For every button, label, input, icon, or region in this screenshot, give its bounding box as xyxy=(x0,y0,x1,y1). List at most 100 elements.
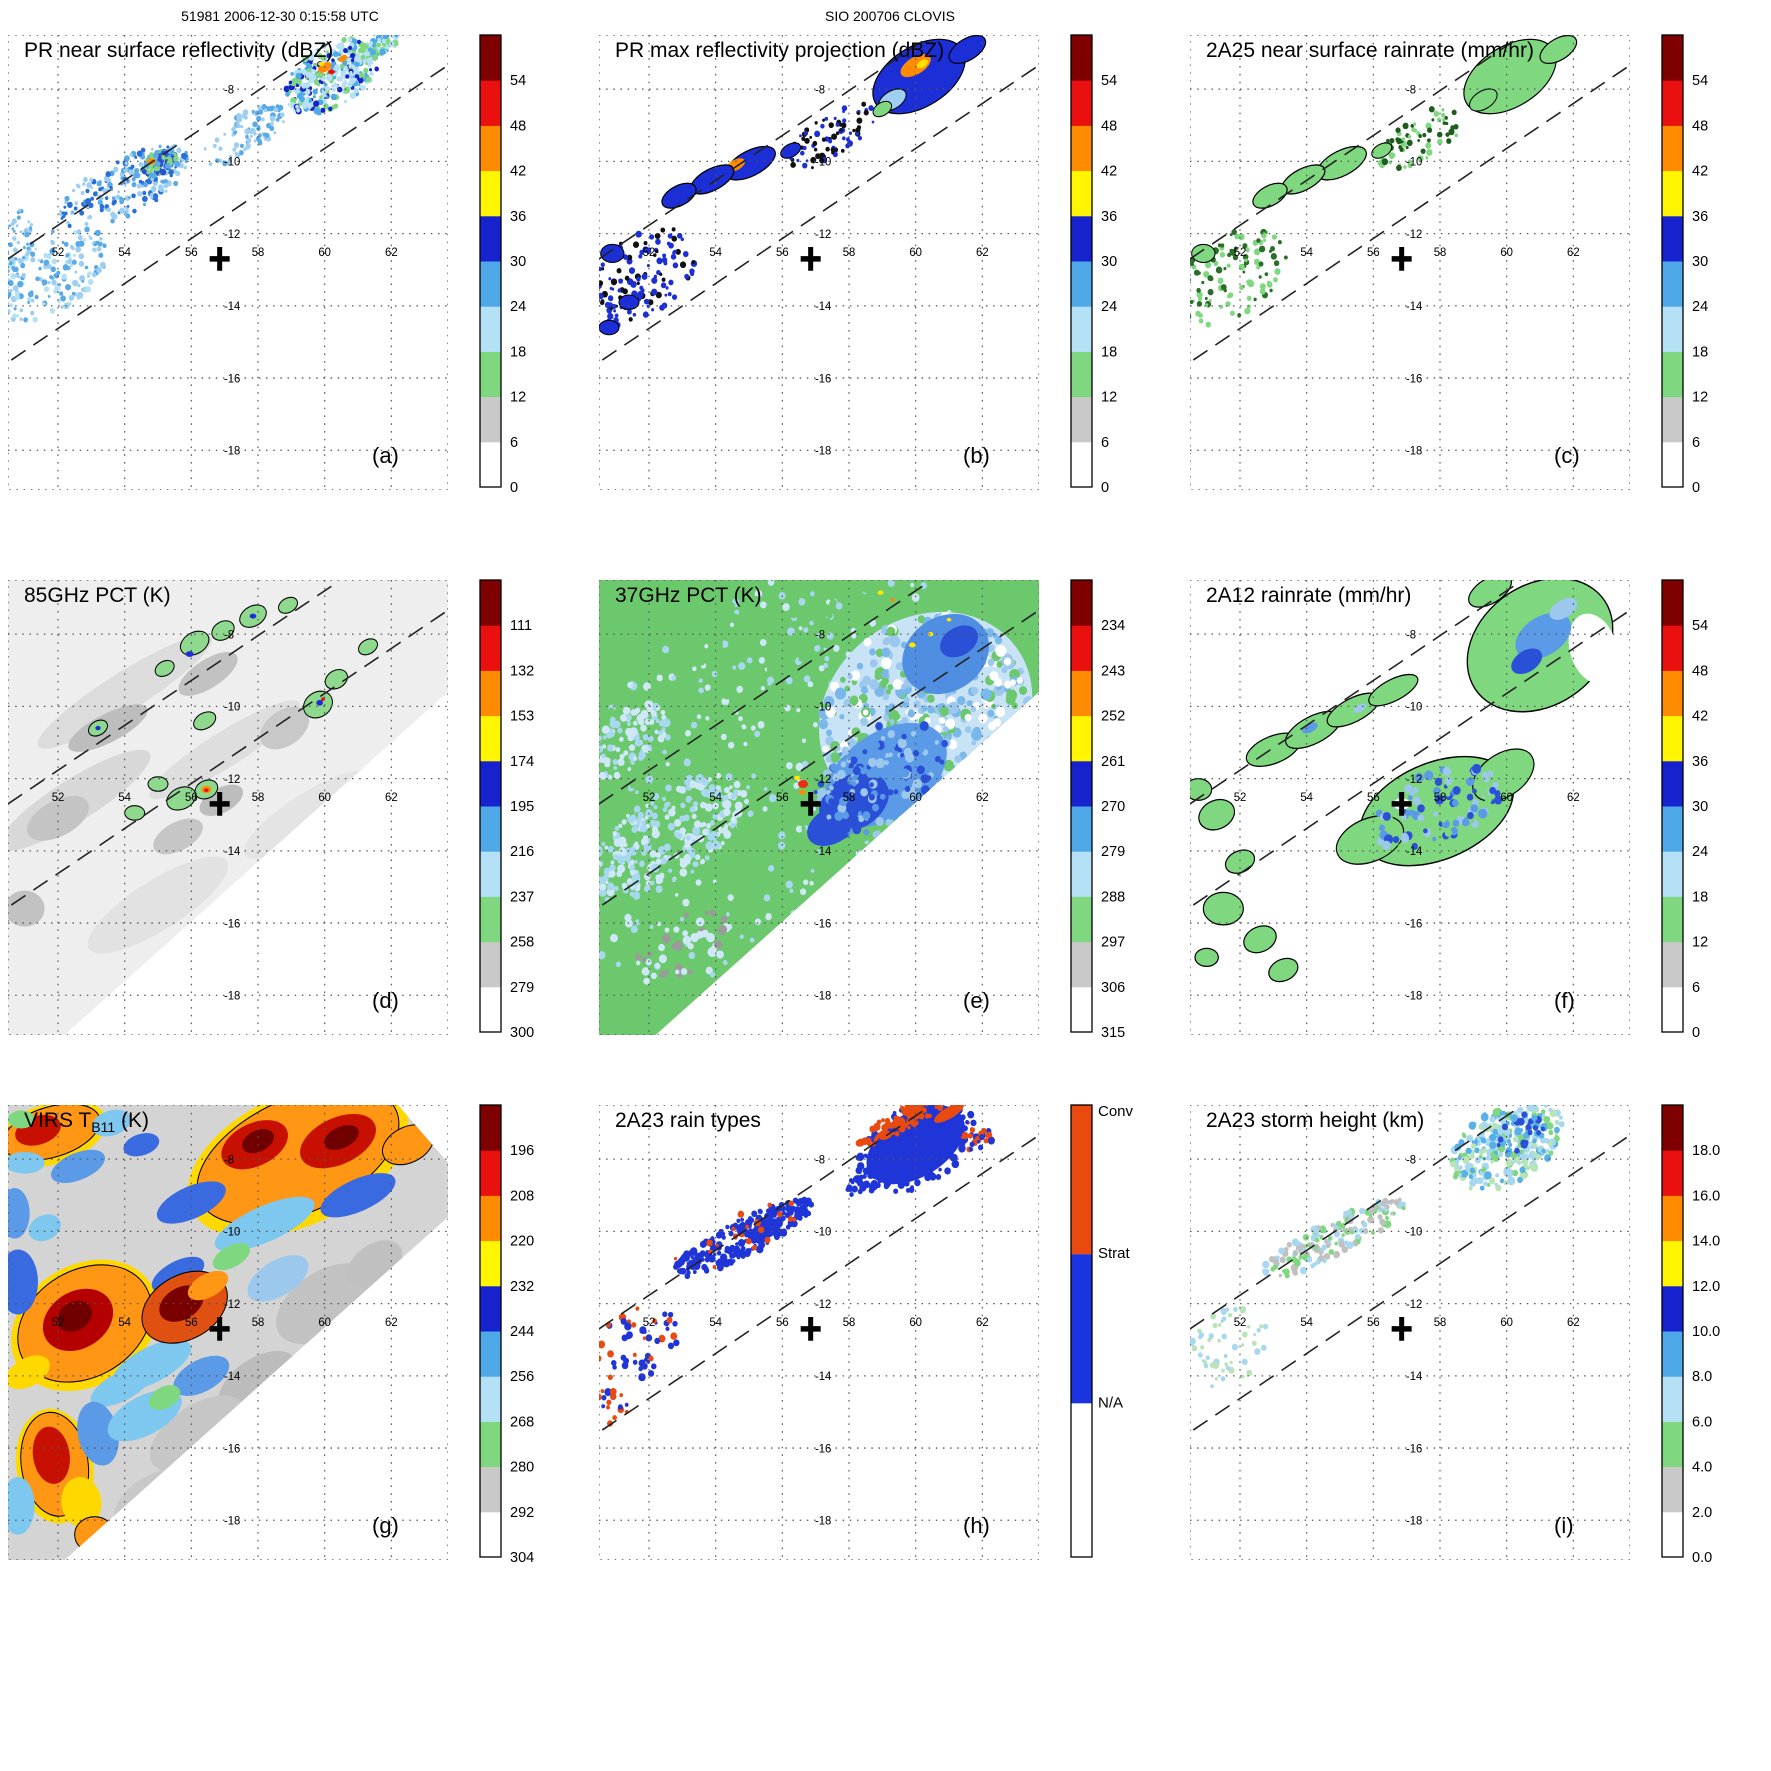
panel-h: 2A23 rain types 52 54 56 58 60 62 -8 -10 -12 -14 -… xyxy=(591,1103,1182,1635)
svg-text:-14: -14 xyxy=(815,844,832,859)
svg-text:62: 62 xyxy=(976,790,989,805)
panel-letter: (g) xyxy=(372,1513,399,1538)
svg-text:Conv: Conv xyxy=(1098,1103,1134,1120)
svg-text:258: 258 xyxy=(510,935,534,951)
svg-text:-18: -18 xyxy=(815,443,832,458)
svg-text:18: 18 xyxy=(1101,344,1117,360)
svg-text:196: 196 xyxy=(510,1143,534,1159)
svg-text:30: 30 xyxy=(1692,254,1708,270)
svg-text:12: 12 xyxy=(510,390,526,406)
svg-text:0: 0 xyxy=(510,480,518,496)
svg-text:56: 56 xyxy=(185,790,198,805)
graticule xyxy=(8,1105,448,1560)
panel-letter: (h) xyxy=(963,1513,990,1538)
svg-text:36: 36 xyxy=(1101,209,1117,225)
svg-text:52: 52 xyxy=(643,1315,656,1330)
panel-map: 52 54 56 58 60 62 -8 -10 -12 -14 -16 -18 xyxy=(599,580,1039,1035)
svg-text:56: 56 xyxy=(185,245,198,260)
svg-text:256: 256 xyxy=(510,1369,534,1385)
svg-text:58: 58 xyxy=(1434,790,1447,805)
svg-text:62: 62 xyxy=(1567,790,1580,805)
svg-text:234: 234 xyxy=(1101,618,1125,634)
svg-text:54: 54 xyxy=(118,245,131,260)
panel-f: 2A12 rainrate (m​m/hr) 525456586062-8-10… xyxy=(1182,579,1771,1110)
center-plus-marker xyxy=(209,246,230,271)
svg-text:54: 54 xyxy=(1692,618,1708,634)
svg-text:52: 52 xyxy=(643,790,656,805)
svg-text:24: 24 xyxy=(1692,299,1708,315)
colorbar-svg: 0.02.04.06.08.010.012.014.016.018.0 xyxy=(1661,1104,1720,1566)
panel-colorbar: 315 306 297 288 279 270 261 252 243 234 xyxy=(1069,574,1169,1042)
svg-text:-10: -10 xyxy=(1406,699,1423,714)
graticule xyxy=(1190,580,1630,1035)
panel-colorbar: 304 292 280 268 256 244 232 220 208 196 xyxy=(478,1099,578,1567)
svg-text:297: 297 xyxy=(1101,935,1125,951)
svg-text:24: 24 xyxy=(1101,299,1117,315)
svg-text:54: 54 xyxy=(1101,73,1117,89)
svg-text:52: 52 xyxy=(1234,245,1247,260)
svg-text:58: 58 xyxy=(843,790,856,805)
svg-text:-8: -8 xyxy=(224,627,234,642)
map-svg: 52 54 56 58 60 62 -8 -10 -12 -14 -16 -18 xyxy=(8,1105,448,1560)
map-svg: 52 54 56 58 60 62 -8 -10 -12 -14 -16 -18 xyxy=(599,580,1039,1035)
svg-text:-8: -8 xyxy=(224,1152,234,1167)
svg-text:315: 315 xyxy=(1101,1025,1125,1041)
svg-text:42: 42 xyxy=(510,164,526,180)
panel-map: 52 54 56 58 60 62 -8 -10 -12 -14 -16 -18 xyxy=(8,1105,448,1560)
panel-title: 2A23 storm height (km) xyxy=(1206,1109,1425,1132)
graticule-labels: 52 54 56 58 60 62 -8 -10 -12 -14 -16 -18 xyxy=(1234,627,1580,1003)
svg-text:Strat: Strat xyxy=(1098,1245,1131,1262)
panel-letter: (c) xyxy=(1554,443,1580,468)
map-svg: 52 54 56 58 60 62 -8 -10 -12 -14 -16 -18 xyxy=(599,1105,1039,1560)
svg-text:48: 48 xyxy=(1692,118,1708,134)
graticule-labels: 52 54 56 58 60 62 -8 -10 -12 -14 -16 -18 xyxy=(52,82,398,458)
data-features xyxy=(1190,35,1578,328)
svg-text:18: 18 xyxy=(1692,344,1708,360)
svg-text:304: 304 xyxy=(510,1550,534,1566)
svg-text:54: 54 xyxy=(510,73,526,89)
svg-text:52: 52 xyxy=(52,245,65,260)
data-features xyxy=(1190,1105,1565,1389)
colorbar-svg: 0 6 12 18 24 30 36 42 48 54 xyxy=(1070,34,1117,496)
svg-text:270: 270 xyxy=(1101,799,1125,815)
panel-title: 2A25 near surface rainrate (mm/hr) xyxy=(1206,39,1534,62)
center-plus-marker xyxy=(800,1316,821,1341)
svg-text:-12: -12 xyxy=(1406,772,1422,787)
svg-text:52: 52 xyxy=(643,245,656,260)
map-frame xyxy=(599,1105,1039,1560)
svg-text:-10: -10 xyxy=(224,1224,241,1239)
panel-map: 52 54 56 58 60 62 -8 -10 -12 -14 -16 -18 xyxy=(599,35,1039,490)
svg-text:12: 12 xyxy=(1101,390,1117,406)
svg-text:-18: -18 xyxy=(224,1513,241,1528)
svg-text:60: 60 xyxy=(1500,245,1513,260)
svg-text:261: 261 xyxy=(1101,754,1125,770)
svg-text:-16: -16 xyxy=(815,916,832,931)
colorbar-svg: 315 306 297 288 279 270 261 252 243 234 xyxy=(1070,579,1125,1041)
data-features xyxy=(8,596,378,954)
map-frame xyxy=(1190,1105,1630,1560)
graticule xyxy=(8,580,448,1035)
svg-text:-8: -8 xyxy=(224,82,234,97)
map-svg: 52 54 56 58 60 62 -8 -10 -12 -14 -16 -18 xyxy=(8,35,448,490)
svg-text:232: 232 xyxy=(510,1279,534,1295)
panel-letter: (i) xyxy=(1554,1513,1574,1538)
graticule xyxy=(1190,1105,1630,1560)
swath-boundary-lines xyxy=(599,1106,1037,1431)
svg-text:56: 56 xyxy=(776,790,789,805)
svg-text:62: 62 xyxy=(976,1315,989,1330)
svg-text:62: 62 xyxy=(1567,245,1580,260)
svg-text:0: 0 xyxy=(1101,480,1109,496)
case-id-label: SIO 200706 CLOVIS xyxy=(825,8,955,24)
svg-text:48: 48 xyxy=(510,118,526,134)
panel-map: 52 54 56 58 60 62 -8 -10 -12 -14 -16 -18 xyxy=(8,35,448,490)
svg-text:58: 58 xyxy=(252,1315,265,1330)
svg-text:-8: -8 xyxy=(815,1152,825,1167)
center-plus-marker xyxy=(1391,1316,1412,1341)
svg-text:132: 132 xyxy=(510,663,534,679)
svg-text:60: 60 xyxy=(318,790,331,805)
svg-text:18: 18 xyxy=(510,344,526,360)
svg-text:48: 48 xyxy=(1692,663,1708,679)
orbit-timestamp-label: 51981 2006-12-30 0:15:58 UTC xyxy=(181,8,379,24)
panel-colorbar: 0 6 12 18 24 30 36 42 48 54 xyxy=(478,29,578,497)
svg-text:30: 30 xyxy=(1101,254,1117,270)
